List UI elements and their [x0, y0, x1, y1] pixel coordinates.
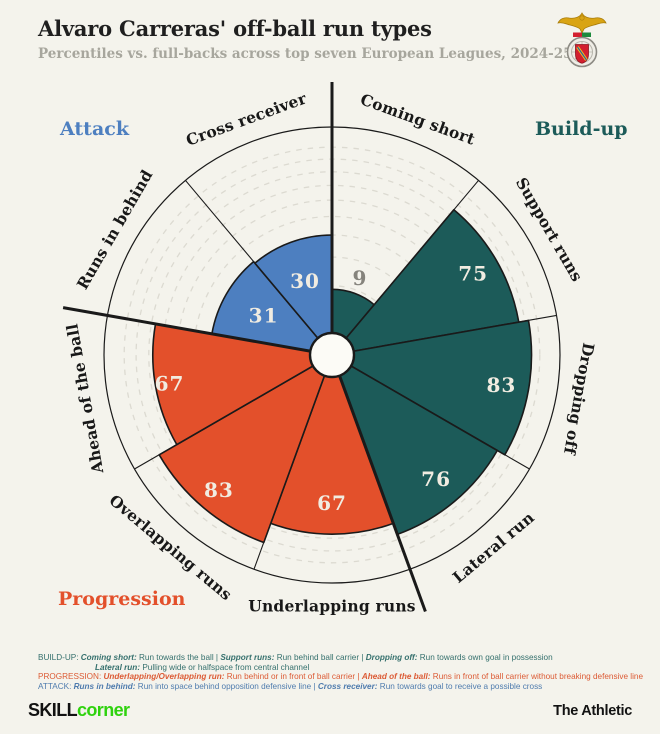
- svg-text:Support runs: Support runs: [512, 174, 587, 285]
- svg-text:Lateral run: Lateral run: [449, 508, 538, 587]
- benfica-crest-icon: [557, 12, 607, 68]
- svg-text:67: 67: [155, 372, 185, 396]
- footnote-line: Lateral run: Pulling wide or halfspace f…: [95, 662, 310, 672]
- svg-text:Underlapping runs: Underlapping runs: [248, 597, 416, 616]
- svg-text:31: 31: [249, 304, 279, 328]
- svg-text:83: 83: [204, 478, 234, 502]
- svg-text:76: 76: [421, 467, 451, 491]
- the-athletic-logo: The Athletic: [553, 703, 632, 719]
- svg-text:Ahead of the ball: Ahead of the ball: [62, 322, 107, 476]
- group-label-progression: Progression: [58, 588, 186, 610]
- svg-text:Cross receiver: Cross receiver: [183, 88, 309, 149]
- svg-text:Coming short: Coming short: [358, 90, 478, 149]
- footnote-line: ATTACK: Runs in behind: Run into space b…: [38, 681, 543, 691]
- svg-text:9: 9: [353, 266, 368, 290]
- page-title: Alvaro Carreras' off-ball run types: [38, 16, 432, 41]
- svg-text:83: 83: [486, 373, 516, 397]
- skillcorner-logo: SKILLcorner: [28, 700, 130, 721]
- svg-text:30: 30: [290, 269, 320, 293]
- svg-text:Runs in behind: Runs in behind: [73, 166, 157, 292]
- skillcorner-logo-corner: corner: [77, 700, 130, 720]
- svg-text:67: 67: [317, 491, 347, 515]
- skillcorner-logo-skill: SKILL: [28, 700, 78, 720]
- svg-text:75: 75: [458, 262, 488, 286]
- footnotes: BUILD-UP: Coming short: Run towards the …: [38, 653, 644, 691]
- page-subtitle: Percentiles vs. full-backs across top se…: [38, 46, 573, 62]
- svg-text:Dropping off: Dropping off: [560, 341, 599, 457]
- group-label-attack: Attack: [60, 118, 130, 140]
- footnote-line: BUILD-UP: Coming short: Run towards the …: [38, 653, 553, 662]
- group-label-buildup: Build-up: [535, 118, 628, 140]
- footnote-line: PROGRESSION: Underlapping/Overlapping ru…: [38, 672, 644, 682]
